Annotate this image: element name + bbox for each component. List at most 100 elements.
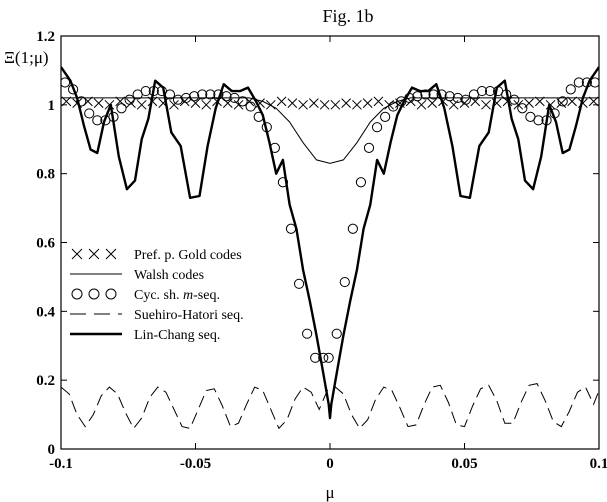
plot-area: -0.1 -0.05 0 0.05 0.1 0 0.2 0.4 0.6 0.8 1 1.2 Pref. … xyxy=(36,29,607,472)
x-tick-label: 0 xyxy=(326,456,334,472)
data-point xyxy=(448,99,459,110)
data-point xyxy=(277,177,289,188)
series-lin-chang-seq xyxy=(61,66,599,420)
data-point xyxy=(513,99,524,110)
data-point xyxy=(276,96,287,107)
data-point xyxy=(323,352,334,363)
data-point xyxy=(444,91,455,102)
data-point xyxy=(233,99,244,110)
series-line xyxy=(61,383,599,430)
data-point xyxy=(517,103,528,114)
data-point xyxy=(84,108,95,119)
data-point xyxy=(93,98,104,108)
legend-swatch xyxy=(105,248,117,260)
data-point xyxy=(76,96,87,107)
y-tick-label: 0.2 xyxy=(36,373,55,389)
legend-item-walsh-codes: Walsh codes xyxy=(70,268,204,283)
series-suehiro-hatori-seq xyxy=(61,383,599,430)
legend-item-suehiro-hatori-seq: Suehiro-Hatori seq. xyxy=(70,308,244,323)
y-tick-label: 0.4 xyxy=(36,304,55,320)
data-point xyxy=(347,223,358,234)
data-point xyxy=(371,122,383,133)
data-point xyxy=(416,99,427,110)
data-point xyxy=(116,103,127,114)
data-point xyxy=(285,223,297,234)
data-point xyxy=(380,111,391,122)
data-point xyxy=(589,77,599,88)
data-layer xyxy=(61,66,599,430)
data-point xyxy=(245,101,256,112)
data-point xyxy=(92,115,103,126)
series-walsh-codes xyxy=(61,97,599,164)
data-point xyxy=(319,99,330,110)
x-tick-label: -0.05 xyxy=(180,456,211,472)
data-point xyxy=(452,92,463,104)
y-tick-label: 0.6 xyxy=(36,236,55,252)
legend-item-lin-chang-seq: Lin-Chang seq. xyxy=(70,328,220,343)
y-tick-label: 0 xyxy=(48,442,56,458)
data-point xyxy=(197,89,208,100)
x-tick-label: 0.05 xyxy=(451,456,477,472)
data-point xyxy=(61,77,71,88)
data-point xyxy=(309,98,319,108)
data-point xyxy=(298,99,308,110)
legend-item-pref-p-gold-codes: Pref. p. Gold codes xyxy=(71,248,242,263)
legend: Pref. p. Gold codes Walsh codes Cyc. sh. m… xyxy=(70,248,244,343)
legend-label: Walsh codes xyxy=(134,268,204,283)
data-point xyxy=(363,142,375,153)
data-point xyxy=(427,98,438,108)
data-point xyxy=(189,91,200,102)
data-point xyxy=(428,89,439,100)
data-point xyxy=(412,91,423,102)
legend-label: Lin-Chang seq. xyxy=(134,328,220,343)
y-tick-label: 1 xyxy=(48,98,56,114)
legend-item-cyc-sh-m-seq: Cyc. sh. m-seq. xyxy=(71,288,220,303)
legend-swatch xyxy=(71,248,83,260)
data-point xyxy=(484,85,496,97)
series-line xyxy=(61,66,599,420)
data-point xyxy=(136,99,147,110)
data-point xyxy=(124,94,135,105)
data-point xyxy=(533,115,544,126)
data-point xyxy=(265,99,276,110)
data-point xyxy=(302,328,313,339)
data-point xyxy=(140,85,151,97)
data-point xyxy=(355,177,367,188)
data-point xyxy=(331,328,342,339)
legend-label: Suehiro-Hatori seq. xyxy=(134,308,244,323)
data-point xyxy=(352,99,362,110)
data-point xyxy=(460,94,471,105)
x-axis-title: μ xyxy=(325,483,334,502)
y-tick-label: 1.2 xyxy=(36,29,55,45)
data-point xyxy=(287,98,298,108)
legend-swatch xyxy=(71,288,83,300)
data-point xyxy=(169,99,179,110)
data-point xyxy=(201,99,212,110)
data-point xyxy=(341,98,351,108)
legend-label: Cyc. sh. m-seq. xyxy=(134,288,220,303)
legend-swatch xyxy=(88,248,100,260)
data-point xyxy=(237,96,248,107)
data-point xyxy=(388,101,399,112)
data-point xyxy=(557,96,568,107)
data-point xyxy=(565,84,576,95)
data-point xyxy=(339,276,350,288)
data-point xyxy=(509,94,520,105)
data-point xyxy=(293,278,305,289)
data-point xyxy=(330,99,341,110)
legend-label: Pref. p. Gold codes xyxy=(134,248,242,263)
data-point xyxy=(362,98,373,108)
data-point xyxy=(373,96,384,107)
legend-swatch xyxy=(88,288,100,300)
x-tick-label: 0.1 xyxy=(590,456,607,472)
chart-title: Fig. 1b xyxy=(322,6,373,26)
data-point xyxy=(180,92,192,104)
x-tick-label: -0.1 xyxy=(49,456,73,472)
series-line xyxy=(61,97,599,164)
data-point xyxy=(318,352,329,363)
legend-swatch xyxy=(105,288,117,300)
data-point xyxy=(172,94,184,105)
y-tick-label: 0.8 xyxy=(36,167,55,183)
data-point xyxy=(221,91,232,102)
